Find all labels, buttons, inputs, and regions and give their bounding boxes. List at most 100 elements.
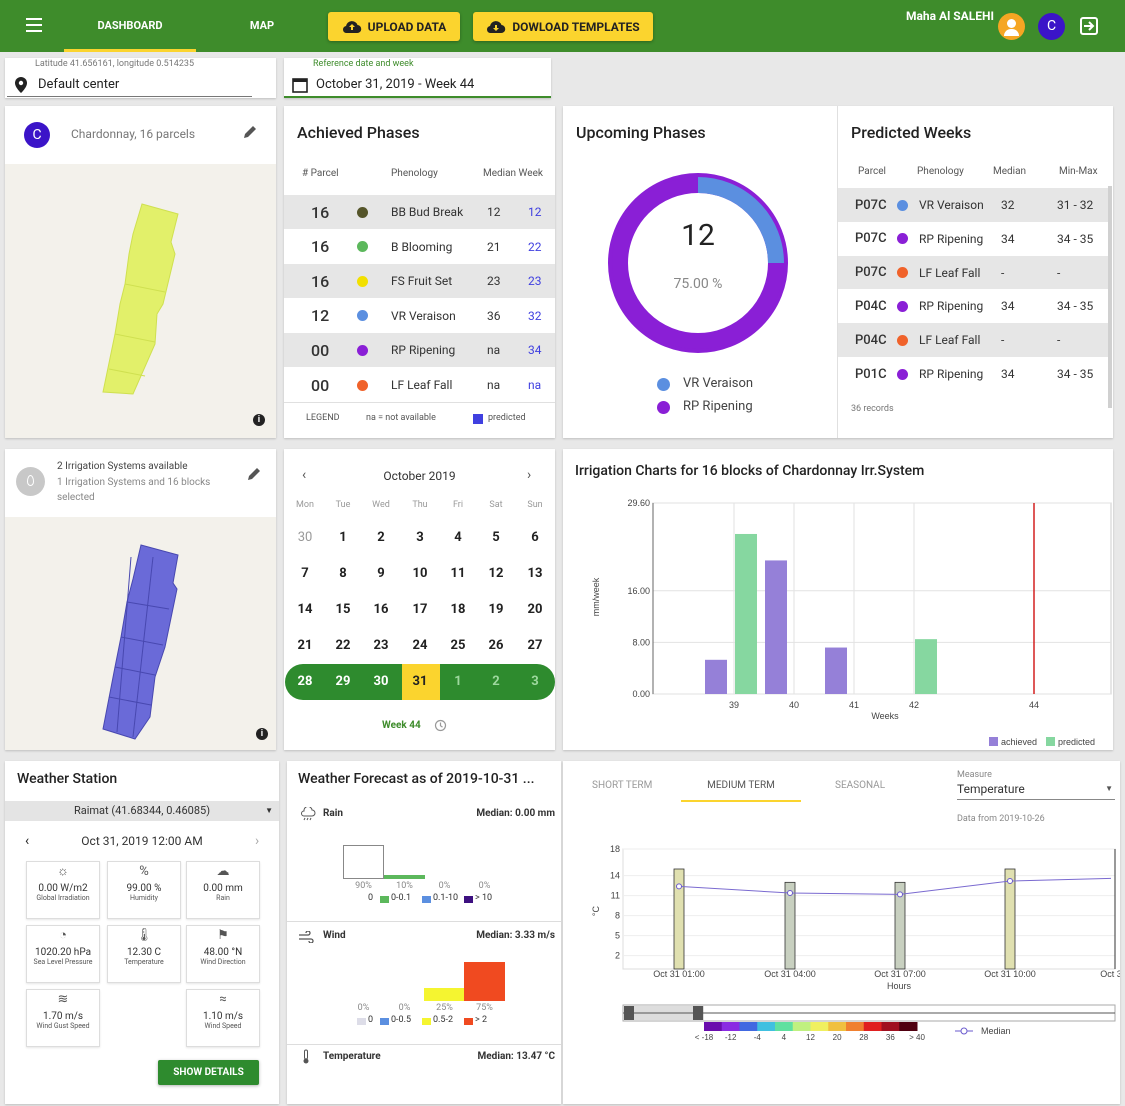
irrigation-info-icon[interactable]: i — [256, 728, 268, 740]
calendar-day[interactable]: 25 — [450, 638, 466, 653]
calendar-day[interactable]: 3 — [531, 674, 539, 689]
history-icon[interactable] — [434, 719, 447, 732]
calendar-day[interactable]: 17 — [412, 602, 428, 617]
phase-color-dot — [897, 368, 908, 380]
calendar-day[interactable]: 3 — [416, 530, 424, 545]
calendar-day[interactable]: 18 — [450, 602, 466, 617]
calendar-day[interactable]: 23 — [373, 638, 389, 653]
calendar-next-icon[interactable]: › — [527, 467, 532, 483]
station-select[interactable]: Raimat (41.68344, 0.46085) ▼ — [5, 801, 279, 821]
station-tile: ≋ 1.70 m/s Wind Gust Speed — [26, 989, 100, 1047]
center-value: Default center — [38, 77, 120, 92]
temperature-box[interactable] — [673, 868, 685, 970]
irrigation-chart: mm/week Weeks achieved predicted 29.60 16… — [591, 498, 1112, 747]
parcel-count: 12 — [311, 306, 330, 326]
calendar-prev-icon[interactable]: ‹ — [302, 467, 307, 483]
date-prev-icon[interactable]: ‹ — [25, 833, 30, 849]
calendar-day[interactable]: 19 — [488, 602, 504, 617]
irrigation-map[interactable] — [5, 517, 276, 750]
temperature-box[interactable] — [784, 881, 796, 970]
calendar-day[interactable]: 27 — [527, 638, 543, 653]
location-pin-icon — [15, 77, 27, 93]
info-icon[interactable]: i — [253, 414, 265, 426]
irr-bar-achieved[interactable] — [765, 560, 787, 694]
median-point[interactable] — [787, 890, 793, 896]
median-point[interactable] — [1007, 878, 1013, 884]
calendar-day[interactable]: 6 — [531, 530, 539, 545]
date-next-icon[interactable]: › — [255, 833, 260, 849]
calendar-day[interactable]: 12 — [488, 566, 504, 581]
median-legend-label: Median — [981, 1026, 1011, 1036]
location-selector[interactable]: Latitude 41.656161, longitude 0.514235 D… — [5, 58, 276, 98]
calendar-day[interactable]: 31 — [412, 674, 428, 689]
tab-map[interactable]: MAP — [249, 19, 275, 32]
station-select-value: Raimat (41.68344, 0.46085) — [73, 804, 211, 817]
calendar-day[interactable]: 16 — [373, 602, 389, 617]
calendar-day[interactable]: 29 — [335, 674, 351, 689]
calendar-day[interactable]: 15 — [335, 602, 351, 617]
median-value: - — [1001, 333, 1005, 348]
irrigation-edit-icon[interactable] — [246, 466, 262, 482]
temperature-box[interactable] — [1004, 868, 1016, 970]
calendar-day[interactable]: 9 — [377, 566, 385, 581]
edit-icon[interactable] — [242, 124, 258, 140]
measure-select[interactable]: Temperature ▼ — [957, 782, 1115, 800]
calendar-day[interactable]: 1 — [339, 530, 347, 545]
rain-legend-label: 0-0.1 — [391, 893, 412, 903]
predicted-scrollbar[interactable] — [1108, 186, 1112, 408]
weekday-label: Wed — [372, 500, 390, 510]
calendar-day[interactable]: 11 — [450, 566, 466, 581]
week-label: Week 44 — [382, 720, 421, 731]
calendar-day[interactable]: 7 — [301, 566, 309, 581]
show-details-button[interactable]: SHOW DETAILS — [158, 1060, 259, 1085]
calendar-day[interactable]: 30 — [297, 530, 313, 545]
calendar-day[interactable]: 2 — [492, 674, 500, 689]
logout-icon[interactable] — [1080, 17, 1098, 35]
irr-bar-predicted[interactable] — [915, 639, 937, 694]
tab-dashboard[interactable]: DASHBOARD — [64, 0, 196, 52]
temperature-box[interactable] — [894, 881, 906, 970]
parcels-map[interactable] — [5, 164, 276, 438]
wind-bar — [464, 962, 505, 1001]
median-point[interactable] — [676, 883, 682, 890]
calendar-day[interactable]: 21 — [297, 638, 313, 653]
tab-seasonal[interactable]: SEASONAL — [835, 780, 886, 791]
color-scale-segment — [739, 1022, 758, 1031]
rain-legend-swatch — [380, 896, 389, 903]
calendar-day[interactable]: 28 — [297, 674, 313, 689]
calendar-day[interactable]: 14 — [297, 602, 313, 617]
calendar-day[interactable]: 22 — [335, 638, 351, 653]
reference-date-picker[interactable]: Reference date and week October 31, 2019… — [284, 58, 551, 98]
irr-bar-predicted[interactable] — [735, 533, 757, 694]
predicted-week: 32 — [528, 308, 542, 323]
tab-short-term[interactable]: SHORT TERM — [592, 780, 653, 791]
tile-value: 99.00 % — [126, 883, 162, 894]
calendar-day[interactable]: 20 — [527, 602, 543, 617]
calendar-day[interactable]: 24 — [412, 638, 428, 653]
download-templates-button[interactable]: DOWLOAD TEMPLATES — [473, 12, 653, 41]
calendar-day[interactable]: 26 — [488, 638, 504, 653]
irr-bar-achieved[interactable] — [705, 659, 727, 694]
irr-bar-achieved[interactable] — [825, 647, 847, 694]
irr-ytick: 16.00 — [627, 586, 650, 596]
thermometer-icon: 🌡 — [135, 928, 153, 943]
calendar-day[interactable]: 2 — [377, 530, 385, 545]
user-avatar-icon[interactable] — [998, 13, 1025, 40]
weekday-label: Sat — [489, 500, 503, 510]
cloud-upload-icon — [342, 20, 361, 33]
calendar-day[interactable]: 30 — [373, 674, 389, 689]
calendar-month: October 2019 — [383, 469, 456, 483]
irr-xtick: 39 — [729, 700, 739, 710]
wind-bar — [424, 988, 465, 1001]
calendar-day[interactable]: 8 — [339, 566, 347, 581]
tab-medium-term[interactable]: MEDIUM TERM — [681, 780, 801, 802]
calendar-day[interactable]: 4 — [454, 530, 462, 545]
menu-icon[interactable] — [26, 18, 42, 32]
median-point[interactable] — [897, 891, 903, 898]
calendar-day[interactable]: 1 — [454, 674, 462, 689]
upload-data-button[interactable]: UPLOAD DATA — [328, 12, 460, 41]
calendar-day[interactable]: 10 — [412, 566, 428, 581]
account-avatar[interactable]: C — [1038, 13, 1065, 40]
calendar-day[interactable]: 5 — [492, 530, 500, 545]
calendar-day[interactable]: 13 — [527, 566, 543, 581]
